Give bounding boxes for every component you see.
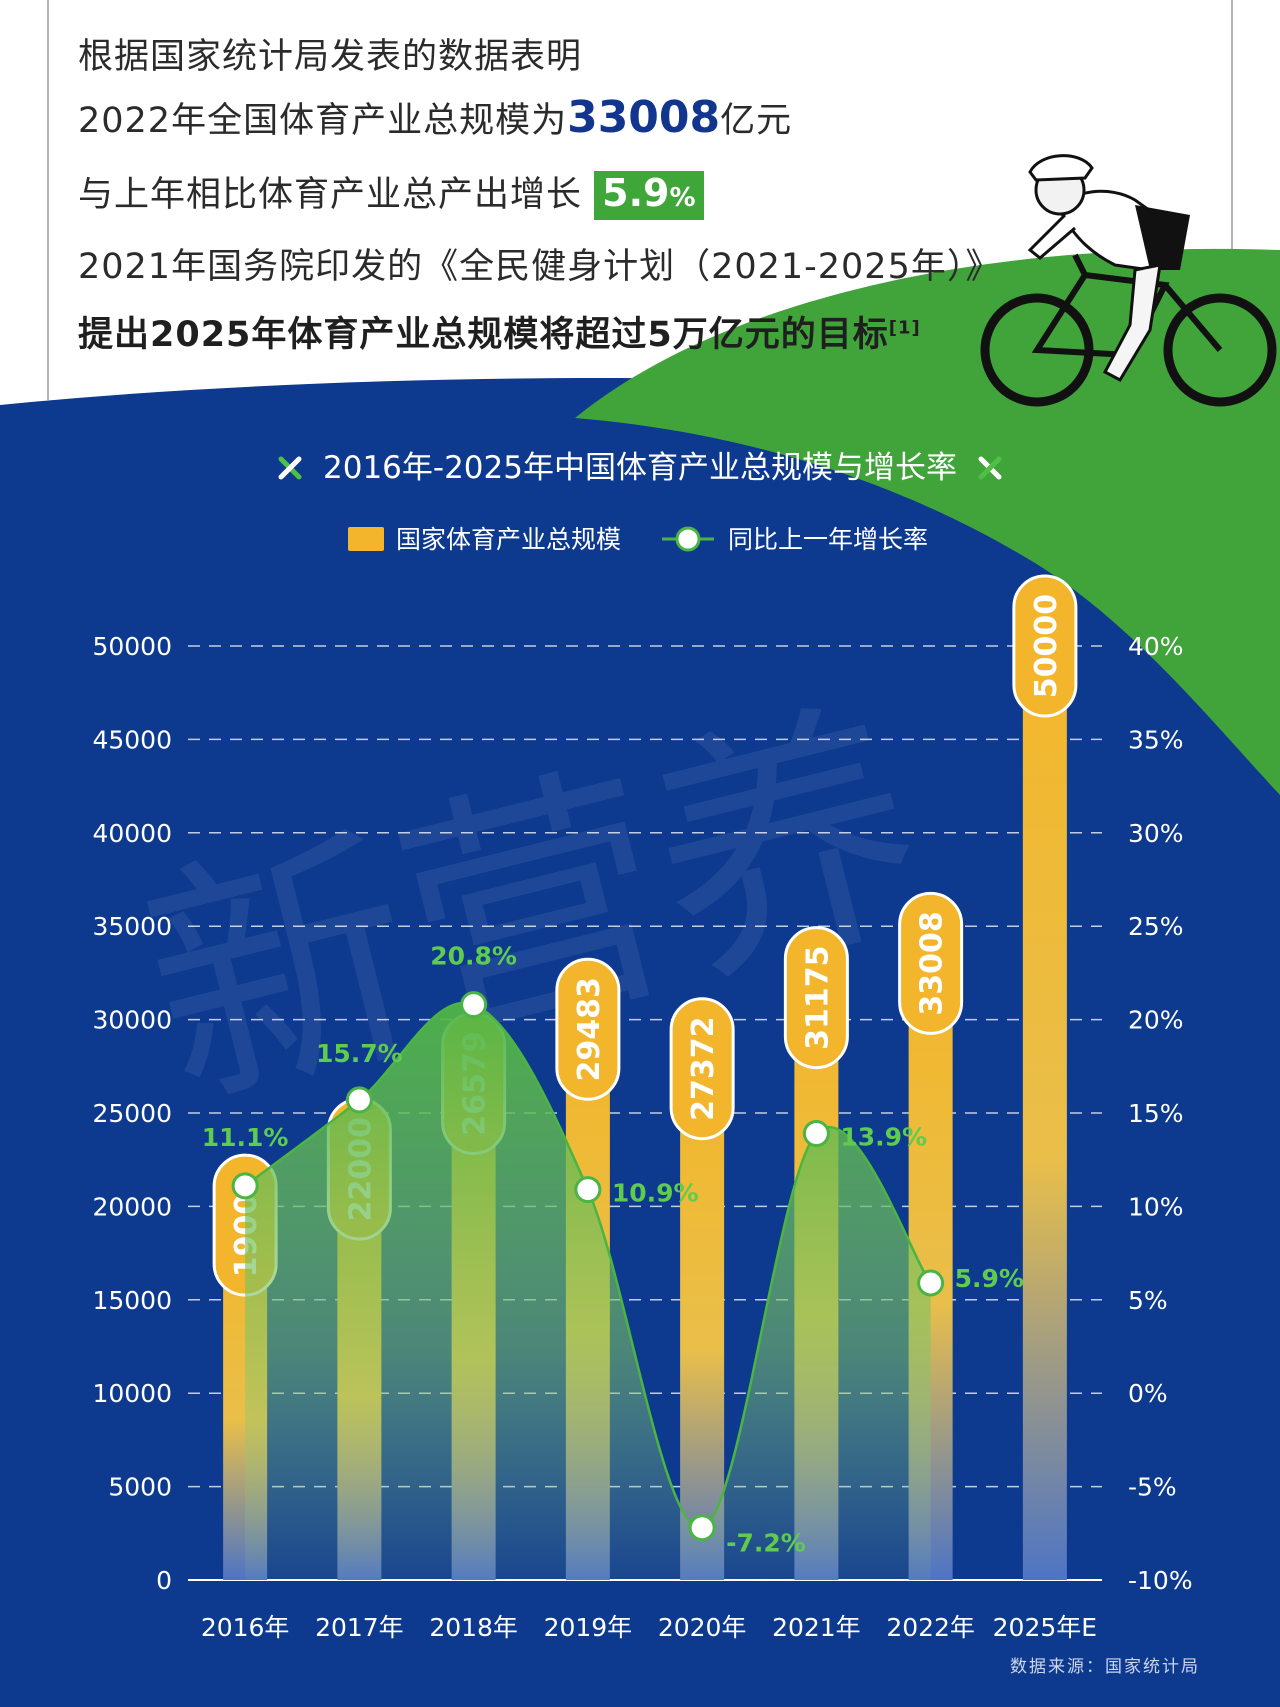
growth-point	[802, 1120, 830, 1148]
bar-value-label: 50000	[1029, 594, 1064, 698]
y-right-tick-label: -5%	[1128, 1473, 1177, 1502]
legend-line-marker	[675, 526, 701, 552]
chart-axes: 0 -10% 5000 -5% 10000 0% 15000 5% 20000 10% 25000 1…	[92, 632, 1192, 1595]
intro-line-2-prefix: 2022年全国体育产业总规模为	[78, 101, 568, 141]
growth-highlight-value: 5.9	[602, 171, 670, 215]
growth-highlight-badge: 5.9%	[594, 171, 704, 220]
growth-line-points: 11.1% 15.7% 20.8% 10.9% -7.2% 13.9% 5.9%	[202, 942, 1024, 1558]
legend-line-label: 同比上一年增长率	[728, 525, 928, 554]
intro-line-3-prefix: 与上年相比体育产业总产出增长	[78, 175, 583, 215]
cross-stroke-b	[278, 456, 302, 480]
growth-rate-label: 15.7%	[316, 1039, 403, 1068]
bar-value-label: 31175	[800, 945, 835, 1049]
chart-legend: 国家体育产业总规模 同比上一年增长率	[348, 525, 928, 554]
x-tick-label: 2020年	[658, 1613, 747, 1642]
y-right-tick-label: 10%	[1128, 1192, 1184, 1221]
growth-point	[460, 991, 488, 1019]
x-tick-label: 2017年	[315, 1613, 404, 1642]
intro-line-4: 2021年国务院印发的《全民健身计划（2021-2025年）》	[78, 247, 1002, 287]
y-left-tick-label: 25000	[92, 1099, 172, 1128]
bar-value-label: 27372	[686, 1017, 721, 1121]
y-right-tick-label: 40%	[1128, 632, 1184, 661]
growth-highlight-pct: %	[669, 183, 696, 213]
y-right-tick-label: 0%	[1128, 1379, 1168, 1408]
growth-rate-label: 13.9%	[840, 1123, 927, 1152]
intro-line-5: 提出2025年体育产业总规模将超过5万亿元的目标[1]	[78, 306, 921, 357]
y-right-tick-label: 25%	[1128, 912, 1184, 941]
y-left-tick-label: 45000	[92, 725, 172, 754]
y-left-tick-label: 20000	[92, 1192, 172, 1221]
bar-value-label: 29483	[572, 977, 607, 1081]
y-left-tick-label: 10000	[92, 1379, 172, 1408]
y-left-tick-label: 5000	[108, 1473, 172, 1502]
growth-rate-label: 20.8%	[430, 942, 517, 971]
x-tick-label: 2025年E	[993, 1613, 1097, 1642]
cyclist-illustration	[980, 154, 1277, 407]
growth-rate-label: 5.9%	[955, 1264, 1024, 1293]
bar-group: 33008	[898, 891, 964, 1580]
growth-point	[688, 1514, 716, 1542]
bar-label-pill	[555, 957, 621, 1101]
intro-line-5-text: 提出2025年体育产业总规模将超过5万亿元的目标	[78, 315, 889, 355]
bar	[680, 1068, 725, 1580]
x-tick-label: 2022年	[886, 1613, 975, 1642]
green-wave	[575, 248, 1280, 795]
legend-bar-label: 国家体育产业总规模	[396, 525, 621, 554]
y-left-tick-label: 50000	[92, 632, 172, 661]
intro-line-1: 根据国家统计局发表的数据表明	[78, 37, 583, 77]
footnote-marker: [1]	[888, 317, 921, 339]
cross-stroke-b	[978, 456, 1002, 480]
source-note: 数据来源：国家统计局	[1010, 1657, 1200, 1677]
chart-title-group: 2016年-2025年中国体育产业总规模与增长率	[278, 450, 1002, 486]
bar	[1022, 646, 1067, 1580]
y-right-tick-label: 35%	[1128, 725, 1184, 754]
growth-point	[574, 1176, 602, 1204]
bar-group: 50000	[1012, 574, 1078, 1580]
growth-point	[231, 1172, 259, 1200]
title-cross-right-icon	[978, 456, 1002, 480]
y-right-tick-label: 15%	[1128, 1099, 1184, 1128]
intro-line-2-suffix: 亿元	[720, 101, 793, 141]
y-right-tick-label: -10%	[1128, 1566, 1193, 1595]
bar-value-label: 33008	[915, 911, 950, 1015]
y-right-tick-label: 5%	[1128, 1286, 1168, 1315]
y-left-tick-label: 15000	[92, 1286, 172, 1315]
growth-rate-label: -7.2%	[726, 1529, 806, 1558]
x-tick-label: 2021年	[772, 1613, 861, 1642]
total-scale-highlight: 33008	[567, 92, 721, 143]
growth-point	[917, 1269, 945, 1297]
y-left-tick-label: 40000	[92, 819, 172, 848]
x-tick-label: 2016年	[201, 1613, 290, 1642]
y-left-tick-label: 0	[156, 1566, 172, 1595]
legend-bar-swatch	[348, 527, 384, 551]
y-left-tick-label: 35000	[92, 912, 172, 941]
x-tick-label: 2019年	[544, 1613, 633, 1642]
bar-label-pill	[783, 926, 849, 1070]
growth-area-fill	[245, 1002, 931, 1580]
intro-line-2: 2022年全国体育产业总规模为33008亿元	[78, 92, 792, 143]
growth-point	[345, 1086, 373, 1114]
title-cross-left-icon	[278, 456, 302, 480]
x-tick-label: 2018年	[429, 1613, 518, 1642]
growth-rate-label: 10.9%	[612, 1179, 699, 1208]
bar-label-pill	[669, 997, 735, 1141]
intro-line-3: 与上年相比体育产业总产出增长 5.9%	[78, 166, 704, 220]
y-left-tick-label: 30000	[92, 1006, 172, 1035]
y-right-tick-label: 30%	[1128, 819, 1184, 848]
bar-label-pill	[1012, 574, 1078, 718]
x-axis-labels: 2016年 2017年 2018年 2019年 2020年 2021年 2022年 2025年…	[201, 1613, 1097, 1642]
chart-title: 2016年-2025年中国体育产业总规模与增长率	[323, 450, 957, 486]
y-right-tick-label: 20%	[1128, 1006, 1184, 1035]
growth-rate-label: 11.1%	[202, 1123, 289, 1152]
bar-label-pill	[898, 891, 964, 1035]
bar-group: 27372	[669, 997, 735, 1580]
